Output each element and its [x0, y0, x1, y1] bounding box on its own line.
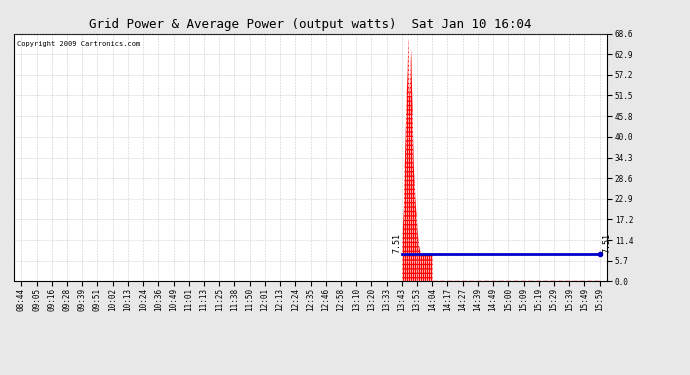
Title: Grid Power & Average Power (output watts)  Sat Jan 10 16:04: Grid Power & Average Power (output watts… — [89, 18, 532, 31]
Text: 7.51: 7.51 — [393, 233, 402, 254]
Text: 7.51: 7.51 — [602, 233, 612, 254]
Text: Copyright 2009 Cartronics.com: Copyright 2009 Cartronics.com — [17, 41, 140, 47]
